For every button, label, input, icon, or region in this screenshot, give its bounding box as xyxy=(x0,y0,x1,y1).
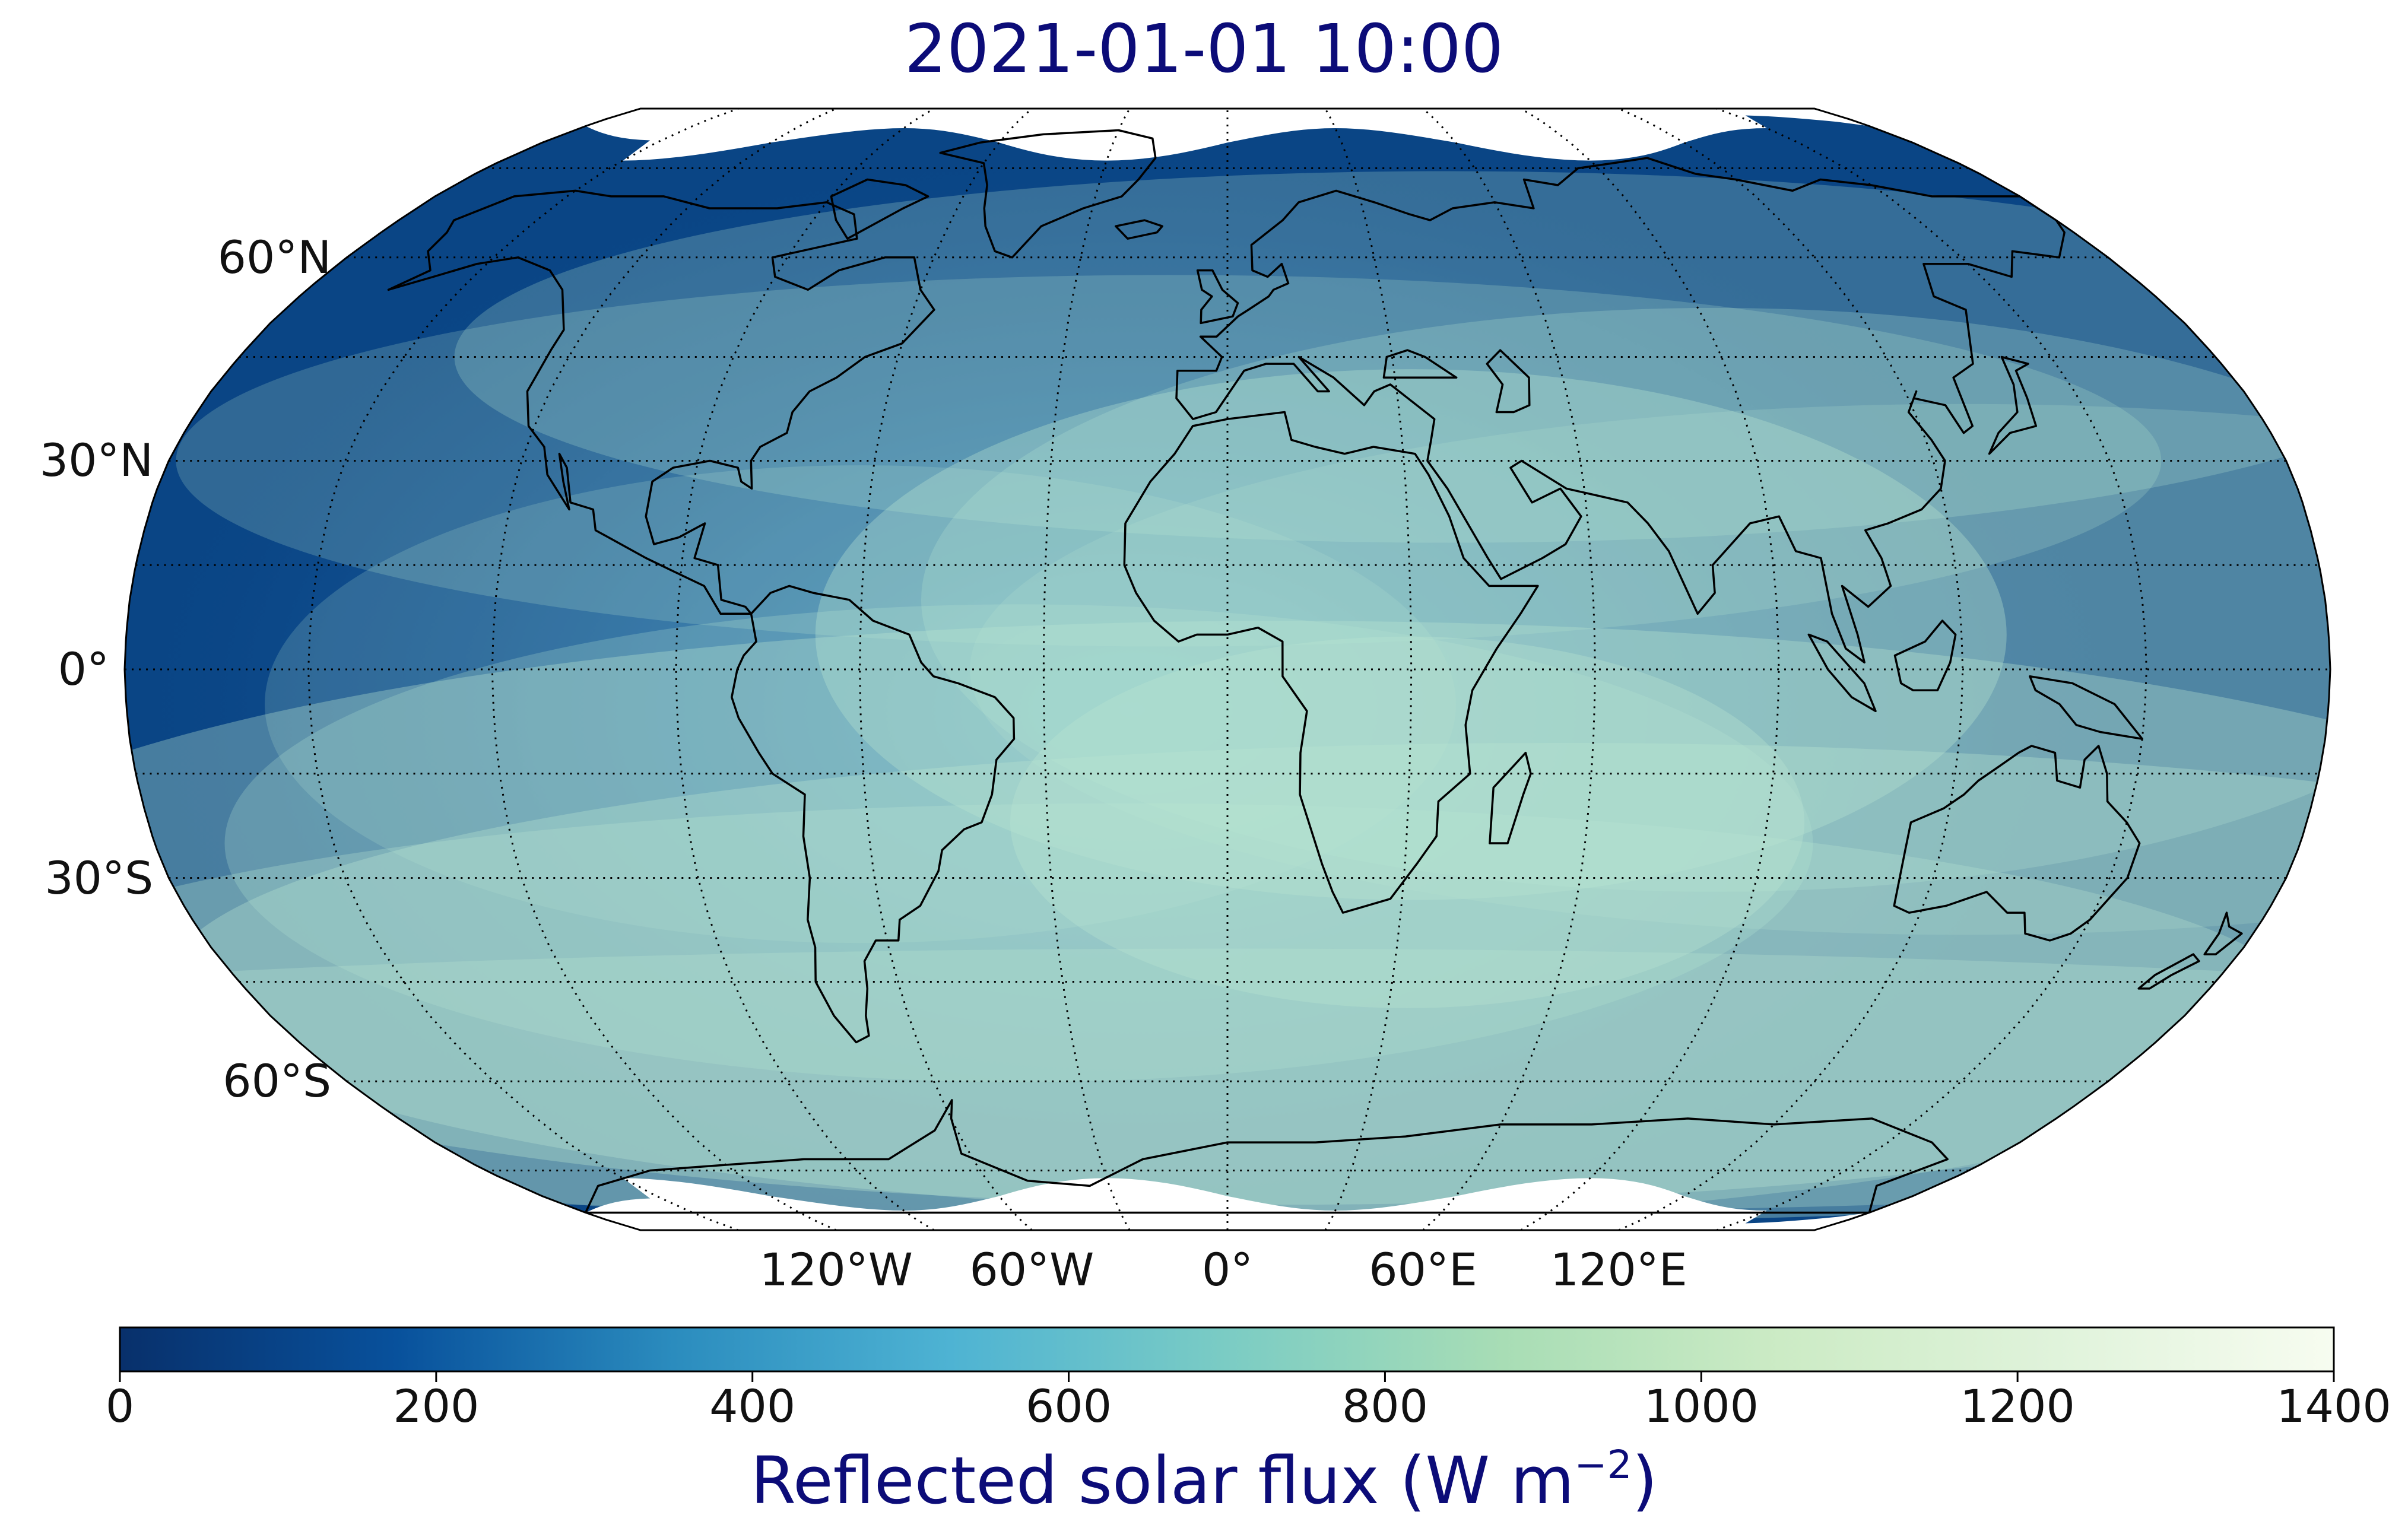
cloud-patch xyxy=(125,803,2312,1228)
globe-border xyxy=(123,107,2331,1231)
south-polar-gap xyxy=(585,1178,1870,1230)
coastline-iceland xyxy=(1115,219,1163,240)
lon-label-60e: 60°E xyxy=(1369,1243,1477,1296)
lon-label-120e: 120°E xyxy=(1550,1243,1687,1296)
coastline-japan xyxy=(1988,355,2038,455)
lat-label-30n: 30°N xyxy=(39,434,154,487)
coastline-caspian xyxy=(1486,349,1531,414)
cloud-patch xyxy=(224,604,1813,1082)
colorbar-ticks xyxy=(119,1371,2335,1382)
coastline-south-america xyxy=(731,585,1016,1044)
colorbar-tick-label: 800 xyxy=(1341,1380,1428,1432)
coastline-uk xyxy=(1196,269,1239,325)
lon-label-60w: 60°W xyxy=(969,1243,1094,1296)
coastline-australia xyxy=(1893,745,2141,942)
map-title: 2021-01-01 10:00 xyxy=(904,11,1504,88)
cloud-patch xyxy=(125,621,2330,1205)
cloud-patch xyxy=(1010,636,1805,1008)
coastline-africa xyxy=(1123,411,1539,914)
meridian-line xyxy=(1716,109,2147,1230)
map xyxy=(123,107,2331,1231)
colorbar-tick-label: 0 xyxy=(105,1380,135,1432)
graticule xyxy=(125,109,2330,1230)
meridian-line xyxy=(1324,109,1413,1230)
polar-missing-data xyxy=(585,109,1870,1230)
coastline-nz-south xyxy=(2137,953,2200,990)
lat-label-eq: 0° xyxy=(58,643,109,695)
cloud-patch xyxy=(921,307,2330,892)
colorbar-tick-label: 200 xyxy=(393,1380,480,1432)
colorbar-tick-label: 1400 xyxy=(2276,1380,2391,1432)
meridian-line xyxy=(1042,109,1131,1230)
cloud-patches xyxy=(125,171,2330,1228)
colorbar xyxy=(119,1326,2335,1382)
lat-label-60n: 60°N xyxy=(217,230,332,284)
cloud-patch xyxy=(265,465,1457,944)
colorbar-tick-label: 400 xyxy=(709,1380,796,1432)
meridian-line xyxy=(307,109,739,1230)
coastline-greenland xyxy=(939,129,1157,259)
meridian-line xyxy=(859,109,1033,1230)
meridian-line xyxy=(1422,109,1596,1230)
colorbar-label-exponent: −2 xyxy=(1574,1442,1632,1488)
lon-label-120w: 120°W xyxy=(759,1243,913,1296)
coastline-baffin xyxy=(830,178,929,240)
coastline-new-guinea xyxy=(2029,675,2144,740)
colorbar-label-text: Reflected solar flux (W m xyxy=(750,1443,1575,1519)
coastline-black-sea xyxy=(1382,349,1458,379)
colorbar-tick-label: 1200 xyxy=(1960,1380,2075,1432)
colorbar-label: Reflected solar flux (W m−2) xyxy=(0,1442,2408,1519)
coastlines xyxy=(387,129,2243,1214)
coastline-nz-north xyxy=(2203,911,2243,955)
coastline-eurasia xyxy=(1175,157,2066,664)
colorbar-label-close: ) xyxy=(1632,1443,1658,1519)
coastline-sumatra xyxy=(1807,633,1877,713)
lon-label-0: 0° xyxy=(1201,1243,1254,1296)
coastline-antarctica xyxy=(584,1099,1949,1214)
lat-label-30s: 30°S xyxy=(45,851,154,904)
coastline-madagascar xyxy=(1489,751,1532,844)
north-polar-gap xyxy=(585,109,1870,161)
coastline-borneo xyxy=(1893,620,1957,691)
colorbar-tick-label: 1000 xyxy=(1644,1380,1759,1432)
lat-label-60s: 60°S xyxy=(223,1054,332,1108)
coastline-north-america xyxy=(387,189,935,615)
colorbar-tick-label: 600 xyxy=(1026,1380,1112,1432)
colorbar-bar xyxy=(119,1326,2335,1373)
